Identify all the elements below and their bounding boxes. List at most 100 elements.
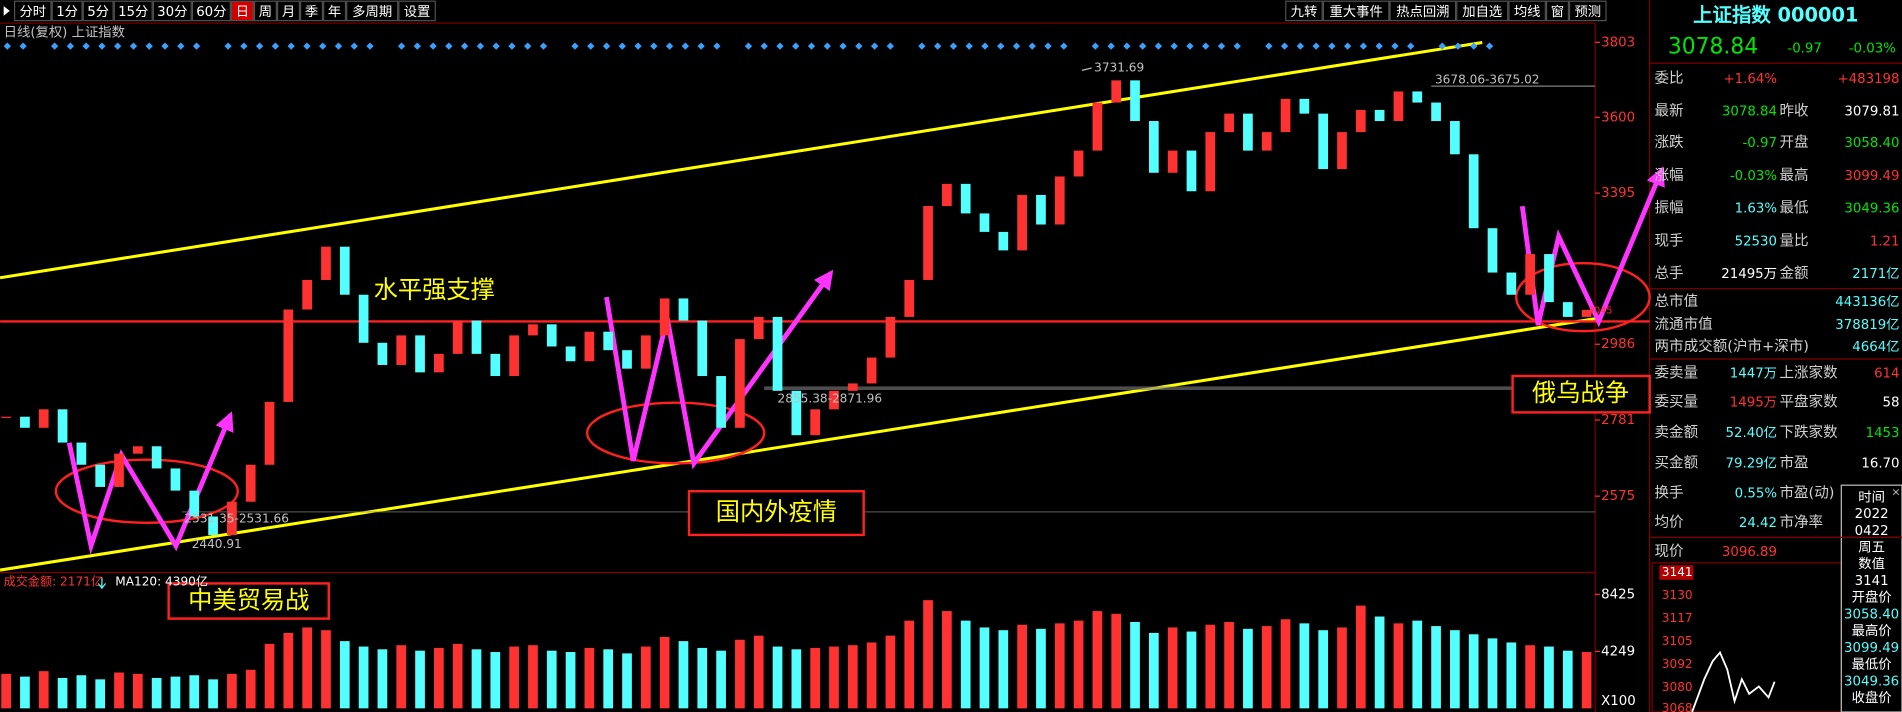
- volume-bar: [1243, 628, 1253, 709]
- quote-label: 现手: [1655, 232, 1684, 249]
- toolbar-label[interactable]: 均线: [1514, 4, 1541, 20]
- candle: [622, 350, 632, 369]
- toolbar-button[interactable]: [82, 0, 114, 22]
- toolbar-label[interactable]: 年: [328, 4, 341, 20]
- volume-bar: [678, 641, 689, 709]
- toolbar-button[interactable]: [323, 0, 347, 22]
- event-marker: [1359, 42, 1368, 50]
- volume-bar: [1280, 619, 1291, 709]
- toolbar-label[interactable]: 分时: [19, 4, 46, 20]
- toolbar-button[interactable]: [230, 0, 254, 22]
- toolbar-label[interactable]: 预测: [1574, 4, 1601, 20]
- candle: [1017, 194, 1027, 251]
- candle: [1393, 91, 1404, 122]
- volume-bar: [434, 647, 444, 709]
- volume-bar: [1299, 623, 1310, 709]
- candle: [227, 501, 237, 535]
- event-marker: [460, 42, 469, 50]
- info-text: 最高价: [1852, 622, 1892, 639]
- candle: [584, 331, 595, 362]
- mini-tick-label: 3130: [1662, 588, 1693, 602]
- y-tick-label: 2986: [1601, 337, 1635, 352]
- candle: [1468, 154, 1479, 229]
- toolbar-button[interactable]: [191, 0, 231, 22]
- quote-value: 1495万: [1730, 396, 1777, 411]
- toolbar-button[interactable]: [1508, 0, 1546, 22]
- toolbar-label[interactable]: 热点回溯: [1396, 4, 1449, 20]
- toolbar-button[interactable]: [398, 0, 436, 22]
- volume-bar: [942, 611, 952, 709]
- volume-bar: [264, 643, 275, 709]
- volume-bar: [866, 642, 877, 709]
- toolbar-label[interactable]: 多周期: [352, 3, 392, 20]
- candle: [415, 335, 425, 373]
- candle: [57, 409, 68, 443]
- toolbar-button[interactable]: [253, 0, 277, 22]
- candle: [923, 206, 933, 280]
- candle: [490, 353, 501, 377]
- toolbar-button[interactable]: [1389, 0, 1457, 22]
- candle: [1280, 98, 1291, 133]
- y-tick-label: 8425: [1601, 587, 1635, 602]
- toolbar-button[interactable]: [1456, 0, 1509, 22]
- candle: [1487, 228, 1498, 273]
- volume-bar: [76, 675, 87, 709]
- toolbar-label[interactable]: 窗: [1551, 3, 1564, 20]
- candle: [1318, 113, 1329, 170]
- candle: [1412, 91, 1423, 103]
- toolbar-label[interactable]: 日: [236, 5, 249, 20]
- quote-label: 流通市值: [1655, 316, 1713, 333]
- toolbar-button[interactable]: [1322, 0, 1390, 22]
- toolbar-button[interactable]: [113, 0, 153, 22]
- event-marker: [334, 42, 343, 50]
- quote-name: 上证指数 000001: [1693, 3, 1858, 26]
- toolbar-label[interactable]: 周: [259, 5, 272, 20]
- toolbar-button[interactable]: [276, 0, 301, 22]
- quote-value: 52.40亿: [1726, 425, 1777, 441]
- toolbar-button[interactable]: [152, 0, 192, 22]
- volume-bar: [622, 653, 632, 709]
- quote-label: 下跌家数: [1779, 424, 1838, 441]
- toolbar-label[interactable]: 5分: [87, 4, 109, 20]
- toolbar-label[interactable]: 重大事件: [1329, 4, 1382, 20]
- toolbar-label[interactable]: 30分: [157, 4, 187, 20]
- toolbar-label[interactable]: 月: [282, 5, 295, 20]
- toolbar-label[interactable]: 加自选: [1462, 4, 1502, 20]
- info-text: 2022: [1855, 507, 1889, 522]
- candle: [904, 279, 915, 317]
- quote-label: 开盘: [1779, 133, 1808, 151]
- quote-label: 均价: [1655, 514, 1685, 531]
- toolbar-label[interactable]: 设置: [404, 4, 431, 20]
- toolbar-label[interactable]: 九转: [1291, 4, 1318, 20]
- toolbar-label[interactable]: 15分: [118, 4, 148, 20]
- event-marker: [539, 42, 548, 50]
- volume-bar: [1148, 632, 1159, 709]
- toolbar-button[interactable]: [13, 0, 52, 22]
- event-marker: [287, 42, 295, 50]
- volume-bar: [603, 649, 614, 709]
- toolbar-label[interactable]: 60分: [196, 4, 226, 20]
- volume-bar: [321, 630, 331, 709]
- close-button[interactable]: ×: [1891, 485, 1900, 498]
- toolbar-button[interactable]: [51, 0, 83, 22]
- candle: [1337, 132, 1347, 170]
- quote-label: 买金额: [1655, 454, 1699, 471]
- toolbar-button[interactable]: [346, 0, 399, 22]
- unit-label: X100: [1601, 694, 1636, 709]
- volume-bar: [1224, 621, 1234, 709]
- event-marker: [1170, 42, 1178, 50]
- info-box: [1840, 484, 1902, 712]
- volume-bar: [1205, 624, 1216, 709]
- toolbar-button[interactable]: [1545, 0, 1569, 22]
- quote-label: 金额: [1779, 265, 1809, 282]
- quote-value: 1.21: [1870, 234, 1900, 249]
- leader: [1081, 67, 1092, 71]
- candle: [208, 516, 218, 535]
- toolbar-label[interactable]: 1分: [56, 4, 78, 20]
- candle: [772, 316, 783, 391]
- toolbar-button[interactable]: [1285, 0, 1323, 22]
- toolbar-label[interactable]: 季: [305, 4, 318, 20]
- toolbar-button[interactable]: [300, 0, 324, 22]
- toolbar-button[interactable]: [1568, 0, 1607, 22]
- volume-bar: [735, 639, 745, 709]
